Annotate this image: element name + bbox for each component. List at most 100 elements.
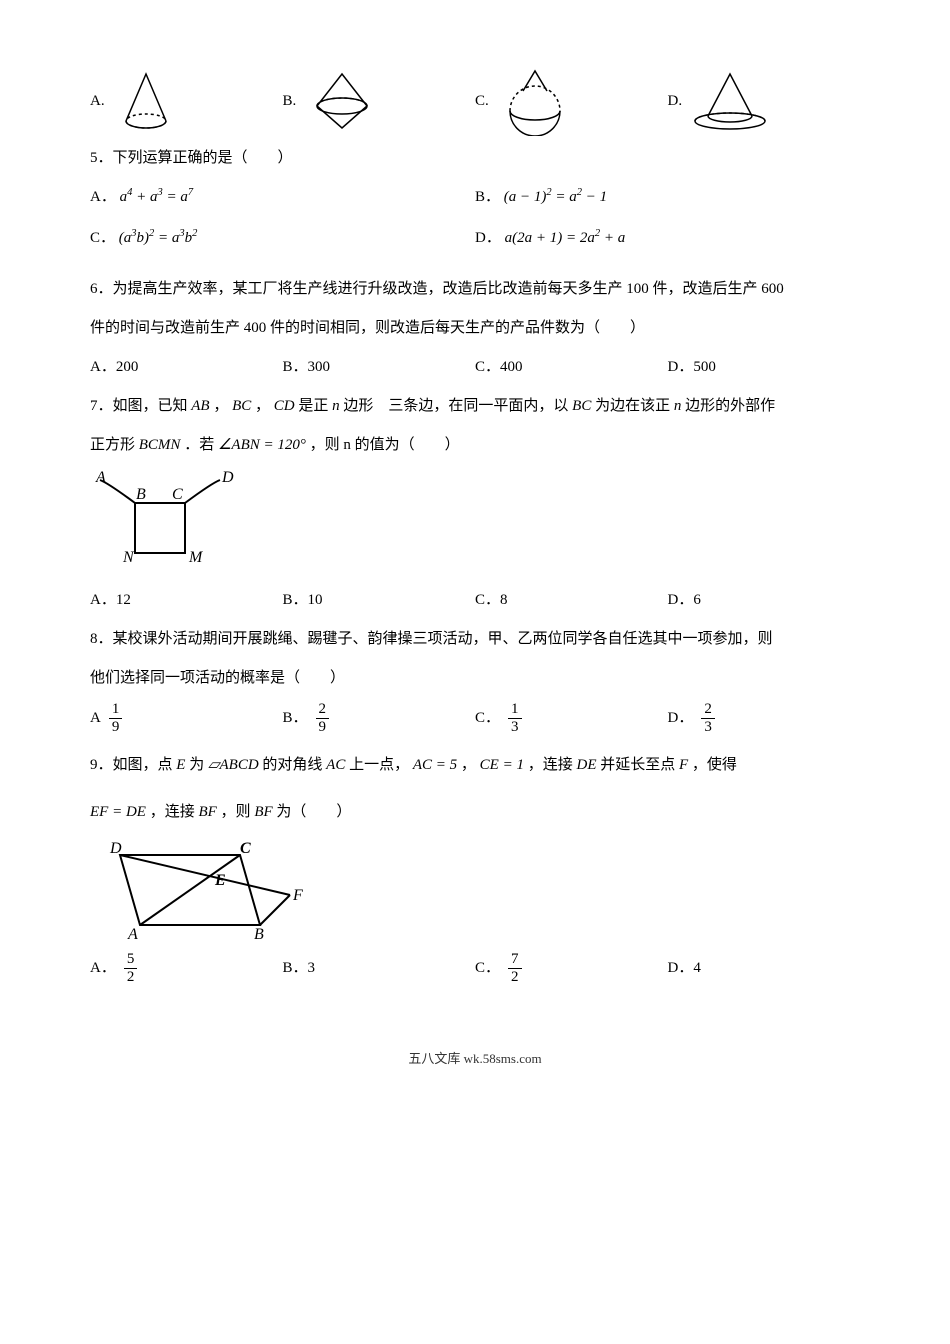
q5-D: D． a(2a + 1) = 2a2 + a <box>475 222 860 255</box>
q8-C: C． 13 <box>475 701 668 735</box>
q9-A-label: A． <box>90 952 116 985</box>
q9-C: C． 72 <box>475 951 668 985</box>
svg-text:B: B <box>254 926 264 943</box>
svg-text:D: D <box>221 469 234 486</box>
q9-E: E <box>176 757 185 773</box>
q9-D: D．4 <box>668 952 861 985</box>
q8-B-num: 2 <box>316 701 330 719</box>
q4-opt-D: D. <box>668 66 861 136</box>
q7-AB: AB <box>191 398 209 414</box>
q7-BC2: BC <box>572 398 591 414</box>
q4-D-label: D. <box>668 85 683 118</box>
q7-angle: ∠ABN = 120° <box>218 437 306 453</box>
q9-s9: 为（ ） <box>276 804 351 820</box>
q6-A: A．200 <box>90 351 283 384</box>
q5-row2: C． (a3b)2 = a3b2 D． a(2a + 1) = 2a2 + a <box>90 222 860 255</box>
q9-s4: ，连接 <box>528 757 573 773</box>
q5-A-math: a4 + a3 = a7 <box>120 189 194 205</box>
q8-C-num: 1 <box>508 701 522 719</box>
q9-B: B．3 <box>283 952 476 985</box>
svg-text:D: D <box>109 840 122 857</box>
q9-BF2: BF <box>254 804 272 820</box>
svg-text:B: B <box>136 486 146 503</box>
q4-A-label: A. <box>90 85 105 118</box>
q7-stem1: 7．如图，已知 AB ， BC ， CD 是正 n 边形 三条边，在同一平面内，… <box>90 390 860 423</box>
q7-s2m: ．若 <box>184 437 214 453</box>
svg-text:A: A <box>95 469 106 486</box>
q8-B-den: 9 <box>316 719 330 736</box>
q5-C-math: (a3b)2 = a3b2 <box>119 230 198 246</box>
q5-stem: 5．下列运算正确的是（ ） <box>90 142 860 175</box>
q8-D-den: 3 <box>701 719 715 736</box>
q9-AC: AC <box>326 757 345 773</box>
q9-C-den: 2 <box>508 969 522 986</box>
q6-stem1: 6．为提高生产效率，某工厂将生产线进行升级改造，改造后比改造前每天多生产 100… <box>90 273 860 306</box>
svg-text:C: C <box>240 840 251 857</box>
q7-m2: 边形 三条边，在同一平面内，以 <box>343 398 568 414</box>
q7-options: A．12 B．10 C．8 D．6 <box>90 584 860 617</box>
q7-n1: n <box>332 398 340 414</box>
q9-C-num: 7 <box>508 951 522 969</box>
q9-C-frac: 72 <box>506 951 524 985</box>
svg-text:N: N <box>122 549 135 566</box>
q7-s1: 7．如图，已知 <box>90 398 188 414</box>
q8-D: D． 23 <box>668 701 861 735</box>
q9-DE: DE <box>576 757 596 773</box>
q5-B-label: B． <box>475 189 500 205</box>
q9-par: ▱ABCD <box>208 757 259 773</box>
q9-s3: 上一点， <box>349 757 409 773</box>
q6-options: A．200 B．300 C．400 D．500 <box>90 351 860 384</box>
q9-s1: 为 <box>189 757 204 773</box>
q9-A-den: 2 <box>124 969 138 986</box>
q8-B-frac: 29 <box>314 701 332 735</box>
q8-C-den: 3 <box>508 719 522 736</box>
q7-m3: 为边在该正 <box>595 398 670 414</box>
q9-A-num: 5 <box>124 951 138 969</box>
q8-A-den: 9 <box>109 719 123 736</box>
svg-text:F: F <box>292 887 303 904</box>
q7-c1: ， <box>213 398 228 414</box>
q5-A-label: A． <box>90 189 116 205</box>
q7-C: C．8 <box>475 584 668 617</box>
q7-m4: 边形的外部作 <box>685 398 775 414</box>
q9-s6: ，使得 <box>692 757 737 773</box>
cone-shape-B <box>302 66 382 136</box>
q9-ACeq: AC = 5 <box>413 757 457 773</box>
q8-A-num: 1 <box>109 701 123 719</box>
q7-n2: n <box>674 398 682 414</box>
q9-s8: ，则 <box>221 804 251 820</box>
q7-stem2: 正方形 BCMN ．若 ∠ABN = 120° ，则 n 的值为（ ） <box>90 429 860 462</box>
q9-c1: ， <box>461 757 476 773</box>
q9-EFDE: EF = DE <box>90 804 146 820</box>
q7-s2p: 正方形 <box>90 437 135 453</box>
cone-shape-C <box>495 66 575 136</box>
q4-opt-B: B. <box>283 66 476 136</box>
q8-D-num: 2 <box>701 701 715 719</box>
q5-D-label: D． <box>475 230 501 246</box>
q9-s0: 9．如图，点 <box>90 757 173 773</box>
q9-figure: D C A B E F <box>90 835 860 945</box>
q4-opt-C: C. <box>475 66 668 136</box>
q9-BF1: BF <box>198 804 216 820</box>
q8-A-label: A <box>90 702 101 735</box>
q7-s2e: ，则 n 的值为（ ） <box>310 437 460 453</box>
q8-C-label: C． <box>475 702 500 735</box>
q6-B: B．300 <box>283 351 476 384</box>
cone-shape-A <box>111 66 181 136</box>
q8-D-label: D． <box>668 702 694 735</box>
q8-D-frac: 23 <box>699 701 717 735</box>
page-footer: 五八文库 wk.58sms.com <box>90 1045 860 1074</box>
q8-A: A 19 <box>90 701 283 735</box>
q9-s2: 的对角线 <box>262 757 322 773</box>
q5-D-math: a(2a + 1) = 2a2 + a <box>505 230 626 246</box>
q7-m1: 是正 <box>298 398 328 414</box>
q9-stem1: 9．如图，点 E 为 ▱ABCD 的对角线 AC 上一点， AC = 5 ， C… <box>90 749 860 782</box>
q5-B-math: (a − 1)2 = a2 − 1 <box>504 189 607 205</box>
svg-text:C: C <box>172 486 183 503</box>
q7-CD: CD <box>274 398 295 414</box>
q8-C-frac: 13 <box>506 701 524 735</box>
q7-c2: ， <box>255 398 270 414</box>
q9-A: A． 52 <box>90 951 283 985</box>
q4-B-label: B. <box>283 85 297 118</box>
q9-s7: ，连接 <box>150 804 195 820</box>
